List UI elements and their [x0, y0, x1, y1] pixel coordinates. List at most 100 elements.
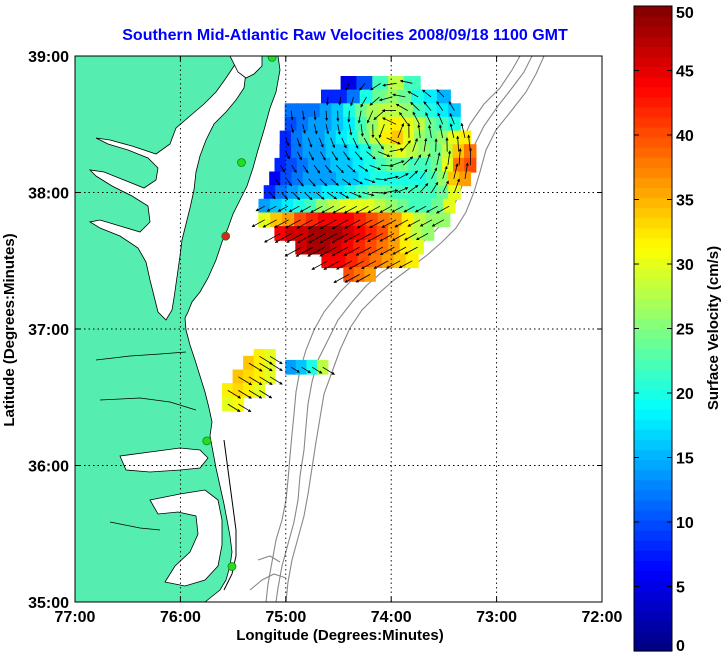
- velocity-arrow: [277, 205, 288, 212]
- velocity-arrow: [386, 137, 401, 145]
- velocity-cell: [343, 267, 355, 282]
- velocity-arrow: [419, 182, 429, 193]
- velocity-arrow: [419, 168, 428, 180]
- velocity-arrow: [286, 233, 304, 243]
- velocity-arrow: [442, 165, 448, 179]
- velocity-arrow: [331, 151, 338, 161]
- velocity-arrow: [352, 137, 359, 149]
- velocity-arrow: [302, 164, 309, 174]
- colorbar-segment: [634, 278, 672, 289]
- velocity-arrow: [341, 137, 347, 149]
- colorbar-segment: [634, 268, 672, 279]
- velocity-cell: [364, 267, 376, 282]
- velocity-arrow: [460, 122, 466, 138]
- velocity-arrow: [292, 192, 301, 201]
- velocity-arrow: [426, 205, 438, 213]
- station-marker-wallops: [221, 231, 231, 241]
- velocity-arrow: [308, 233, 327, 244]
- velocity-arrow: [319, 137, 324, 148]
- velocity-arrow: [288, 205, 300, 213]
- velocity-arrow: [391, 205, 404, 213]
- station-marker-hatteras: [227, 562, 237, 571]
- colorbar-segment: [634, 66, 672, 78]
- velocity-arrow: [412, 137, 418, 152]
- river-inlets: [95, 351, 197, 531]
- velocity-arrow: [448, 101, 455, 111]
- velocity-cell: [339, 198, 352, 214]
- grid-lines: [75, 56, 602, 602]
- velocity-arrow: [369, 164, 382, 171]
- velocity-cell: [365, 212, 379, 228]
- colorbar-segment: [634, 540, 672, 551]
- velocity-arrow: [398, 260, 413, 269]
- station-marker-duck: [202, 436, 212, 446]
- velocity-arrow: [343, 151, 350, 161]
- colorbar-segment: [634, 76, 672, 88]
- velocity-cell: [232, 383, 245, 398]
- velocity-arrow: [407, 91, 419, 98]
- albemarle-sound: [119, 447, 209, 473]
- velocity-arrow: [379, 205, 392, 213]
- velocity-cell: [381, 253, 395, 269]
- velocity-arrow: [262, 219, 277, 228]
- velocity-cell: [316, 359, 329, 375]
- colorbar-segment: [634, 530, 672, 541]
- velocity-arrow: [403, 156, 414, 166]
- velocity-arrow: [347, 110, 351, 123]
- velocity-cell: [309, 185, 323, 200]
- velocity-arrow: [367, 205, 381, 214]
- colorbar-segment: [634, 157, 672, 168]
- velocity-cell: [436, 185, 450, 200]
- colorbar-tick-label: 0: [676, 638, 685, 655]
- velocity-arrow: [423, 101, 432, 111]
- velocity-cell: [304, 198, 318, 214]
- colorbar-segment: [634, 318, 672, 330]
- velocity-arrow: [290, 124, 295, 134]
- velocity-arrow: [321, 205, 335, 214]
- velocity-arrow: [345, 83, 350, 91]
- velocity-arrow: [274, 233, 293, 243]
- velocity-arrow: [350, 96, 355, 107]
- velocity-arrow: [369, 96, 380, 106]
- velocity-cell: [314, 144, 327, 159]
- velocity-arrow: [377, 151, 391, 157]
- colorbar-segment: [634, 640, 672, 652]
- velocity-cell: [441, 157, 454, 173]
- velocity-cell: [333, 253, 347, 269]
- colorbar-segment: [634, 550, 672, 561]
- velocity-arrow: [296, 219, 313, 229]
- velocity-arrow: [311, 366, 323, 374]
- velocity-arrow: [397, 173, 409, 180]
- y-axis: 35:00 36:00 37:00 38:00 39:00: [28, 49, 602, 612]
- velocity-cell: [360, 144, 373, 159]
- velocity-arrow: [408, 184, 419, 193]
- colorbar-segment: [634, 106, 672, 118]
- velocity-arrow: [431, 181, 439, 193]
- velocity-arrow: [392, 93, 406, 98]
- colorbar-segment: [634, 338, 672, 350]
- velocity-cell: [284, 116, 298, 132]
- velocity-arrow: [337, 124, 341, 136]
- colorbar-segment: [634, 308, 672, 320]
- velocity-cell: [357, 253, 371, 269]
- velocity-cell: [403, 171, 416, 187]
- colorbar-segment: [634, 489, 672, 501]
- colorbar-tick-label: 5: [676, 580, 685, 597]
- velocity-heatmap: [222, 76, 477, 412]
- barrier-islands: [223, 439, 237, 591]
- velocity-arrow: [320, 151, 326, 161]
- colorbar-segment: [634, 96, 672, 108]
- velocity-cell: [413, 103, 426, 118]
- colorbar-tick-label: 30: [676, 257, 694, 274]
- colorbar-segment: [634, 449, 672, 461]
- velocity-arrow: [391, 160, 405, 166]
- colorbar-segment: [634, 580, 672, 592]
- colorbar-segment: [634, 419, 672, 430]
- station-marker-delmarva: [237, 158, 246, 167]
- velocity-cell: [425, 130, 438, 146]
- velocity-vectors: [227, 79, 473, 413]
- velocity-cell: [458, 171, 472, 187]
- velocity-arrow: [392, 246, 407, 255]
- pamlico-sound: [149, 489, 223, 587]
- velocity-arrow: [343, 246, 360, 256]
